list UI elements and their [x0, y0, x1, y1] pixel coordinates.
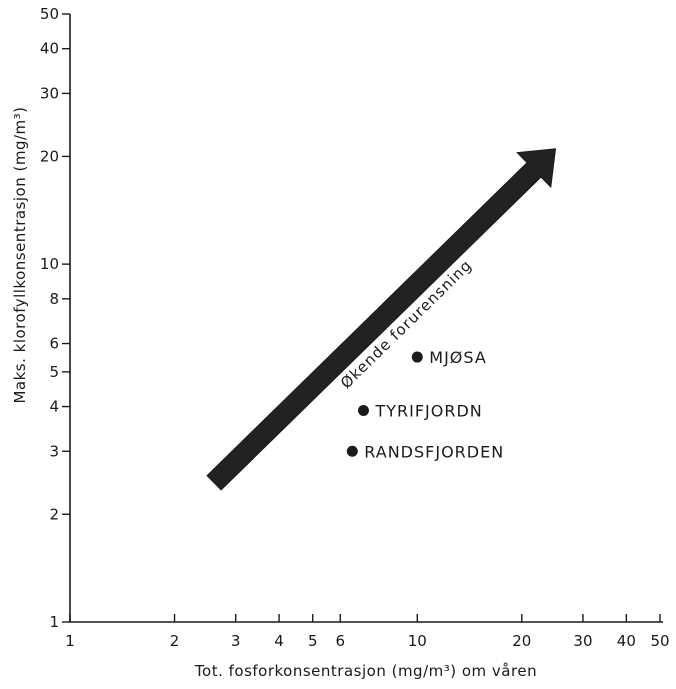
x-tick-label: 20	[512, 632, 531, 650]
y-tick-label: 50	[40, 5, 59, 23]
y-tick-label: 10	[40, 255, 59, 273]
y-tick-label: 3	[49, 442, 59, 460]
y-tick-label: 1	[49, 613, 59, 631]
y-tick-label: 5	[49, 363, 59, 381]
x-tick-label: 10	[408, 632, 427, 650]
data-point	[357, 404, 369, 416]
data-point	[346, 445, 358, 457]
x-tick-label: 5	[308, 632, 318, 650]
x-axis-title: Tot. fosforkonsentrasjon (mg/m³) om våre…	[194, 662, 537, 680]
data-points: MJØSA TYRIFJORDN RANDSFJORDEN	[346, 348, 504, 461]
x-ticks: 1 2 3 4 5 6 10 20 30 40 50	[65, 614, 670, 650]
y-tick-label: 40	[40, 40, 59, 58]
y-axis-title: Maks. klorofyllkonsentrasjon (mg/m³)	[11, 106, 29, 403]
x-tick-label: 4	[274, 632, 284, 650]
data-point-label: RANDSFJORDEN	[364, 442, 504, 461]
x-tick-label: 30	[573, 632, 592, 650]
data-point-label: TYRIFJORDN	[374, 401, 482, 420]
x-tick-label: 40	[617, 632, 636, 650]
x-tick-label: 6	[335, 632, 345, 650]
trend-arrow: Økende forurensning	[206, 148, 557, 491]
y-tick-label: 20	[40, 147, 59, 165]
trend-arrow-label: Økende forurensning	[337, 256, 476, 392]
trend-arrow-shape	[206, 148, 557, 491]
x-tick-label: 3	[231, 632, 241, 650]
x-tick-label: 2	[170, 632, 180, 650]
y-tick-label: 4	[49, 398, 59, 416]
x-tick-label: 1	[65, 632, 75, 650]
x-tick-label: 50	[650, 632, 669, 650]
data-point	[411, 351, 423, 363]
y-tick-label: 30	[40, 84, 59, 102]
data-point-label: MJØSA	[429, 348, 487, 367]
y-tick-label: 8	[49, 290, 59, 308]
y-tick-label: 2	[49, 505, 59, 523]
y-ticks: 1 2 3 4 5 6 8 10 20 30 40 50	[40, 5, 70, 631]
axes	[69, 14, 663, 623]
y-tick-label: 6	[49, 335, 59, 353]
